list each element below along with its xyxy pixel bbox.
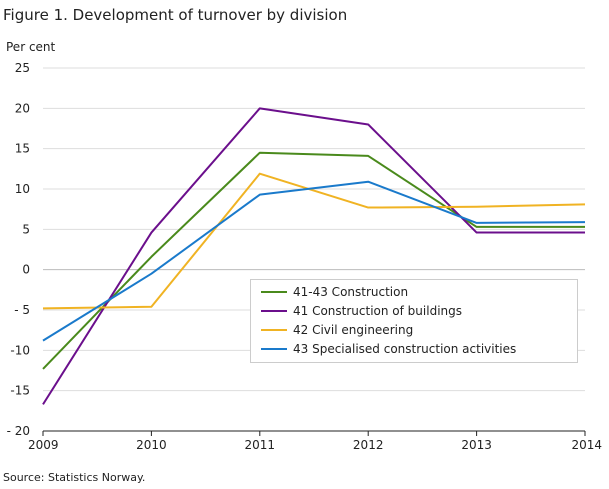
x-tick-label: 2010 — [136, 438, 167, 452]
legend-label: 42 Civil engineering — [293, 322, 414, 337]
x-tick-label: 2013 — [461, 438, 492, 452]
y-tick-label: 0 — [22, 263, 30, 277]
y-tick-label: 20 — [15, 101, 30, 115]
y-tick-label: 15 — [15, 142, 30, 156]
x-tick-label: 2012 — [353, 438, 384, 452]
legend: 41-43 Construction 41 Construction of bui… — [250, 279, 578, 363]
legend-swatch — [261, 347, 287, 350]
series-line-0 — [42, 151, 585, 370]
legend-swatch — [261, 328, 287, 331]
y-tick-label: - 5 — [14, 303, 30, 317]
x-tick-label: 2009 — [28, 438, 59, 452]
legend-swatch — [261, 309, 287, 312]
legend-swatch — [261, 290, 287, 293]
chart-title: Figure 1. Development of turnover by div… — [3, 6, 348, 24]
y-tick-label: - 20 — [7, 424, 30, 438]
legend-item: 41 Construction of buildings — [261, 301, 577, 320]
legend-item: 42 Civil engineering — [261, 320, 577, 339]
y-tick-label: -15 — [10, 384, 30, 398]
legend-item: 41-43 Construction — [261, 282, 577, 301]
series-line-1 — [42, 107, 585, 405]
x-tick-label: 2014 — [571, 438, 602, 452]
x-tick-label: 2011 — [245, 438, 276, 452]
y-tick-label: 25 — [15, 61, 30, 75]
legend-label: 43 Specialised construction activities — [293, 341, 517, 356]
y-tick-label: -10 — [10, 343, 30, 357]
legend-item: 43 Specialised construction activities — [261, 339, 577, 358]
series-line-2 — [42, 172, 586, 310]
legend-label: 41-43 Construction — [293, 284, 409, 299]
y-tick-label: 10 — [15, 182, 30, 196]
source-note: Source: Statistics Norway. — [3, 471, 146, 484]
series-line-3 — [42, 180, 586, 342]
legend-label: 41 Construction of buildings — [293, 303, 463, 318]
y-axis-label: Per cent — [6, 40, 56, 54]
y-tick-label: 5 — [22, 222, 30, 236]
